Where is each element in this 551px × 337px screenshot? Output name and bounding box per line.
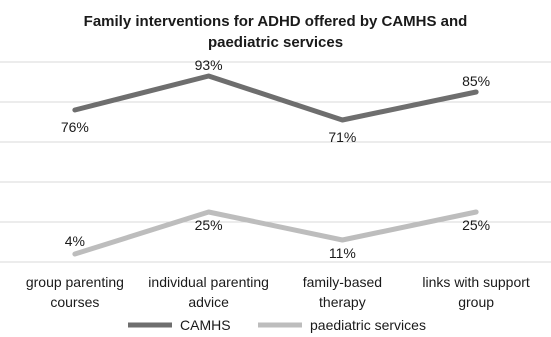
category-axis-labels: group parenting courses individual parenti… <box>26 274 530 310</box>
chart-title-line-1: Family interventions for ADHD offered by… <box>84 13 468 30</box>
series-line-camhs <box>72 73 479 123</box>
series-lines <box>72 73 479 257</box>
data-label-1-2: 11% <box>329 245 356 261</box>
category-label-1-line-1: individual parenting <box>148 274 269 290</box>
legend: CAMHS paediatric services <box>128 317 426 333</box>
data-label-0-1: 93% <box>195 57 223 73</box>
data-label-0-2: 71% <box>328 129 356 145</box>
chart-title-line-2: paediatric services <box>208 34 343 51</box>
category-label-0-line-2: courses <box>50 294 99 310</box>
gridlines <box>0 61 551 263</box>
data-labels: 76% 93% 71% 85% 4% 25% 11% 25% <box>61 57 490 261</box>
data-label-0-0: 76% <box>61 119 89 135</box>
data-label-1-1: 25% <box>195 217 223 233</box>
category-label-0-line-1: group parenting <box>26 274 124 290</box>
category-label-3-line-2: group <box>458 294 494 310</box>
series-line-paediatric-services <box>72 209 479 257</box>
category-label-3-line-1: links with support <box>422 274 529 290</box>
category-label-2-line-1: family-based <box>303 274 382 290</box>
data-label-1-3: 25% <box>462 217 490 233</box>
category-label-2-line-2: therapy <box>319 294 366 310</box>
legend-label-paediatric-services: paediatric services <box>310 317 426 333</box>
category-label-1-line-2: advice <box>188 294 229 310</box>
data-label-1-0: 4% <box>65 233 85 249</box>
legend-label-camhs: CAMHS <box>180 317 231 333</box>
data-label-0-3: 85% <box>462 73 490 89</box>
